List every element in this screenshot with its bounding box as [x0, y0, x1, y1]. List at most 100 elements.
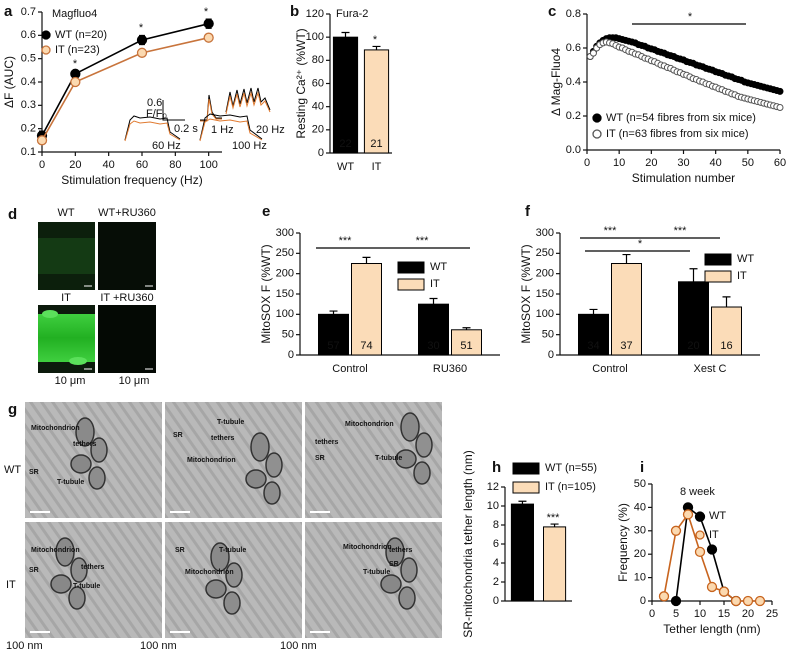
x-tick-label: 60: [136, 159, 148, 171]
legend-marker: [592, 129, 602, 139]
error-bar: [362, 256, 371, 264]
x-axis-label: Tether length (nm): [663, 622, 760, 636]
bar: [510, 503, 535, 602]
panel-label: c: [548, 3, 556, 20]
data-point: [136, 47, 148, 58]
y-tick-label: 10: [487, 500, 499, 512]
data-point: [694, 546, 706, 558]
image-annotation: Mitochondrion: [185, 569, 234, 576]
error-bar: [329, 310, 338, 315]
data-point: [203, 32, 214, 43]
significance-label: *: [73, 58, 78, 70]
x-tick-label: 40: [710, 157, 722, 169]
x-tick-label: RU360: [433, 363, 467, 375]
significance-label: ***: [339, 235, 353, 247]
data-point: [203, 18, 214, 29]
y-axis-label: MitoSOX F (%WT): [519, 244, 533, 343]
x-tick-label: Control: [592, 363, 627, 375]
error-bar: [429, 297, 438, 305]
legend-label: IT: [709, 529, 719, 541]
bar-count: 37: [620, 340, 632, 352]
y-tick-label: 0.5: [21, 53, 36, 65]
panel-label: d: [8, 206, 17, 223]
image-annotation: SR: [29, 469, 39, 476]
legend-label: WT (n=55): [545, 462, 597, 474]
image-annotation: tethers: [81, 564, 104, 571]
error-bar: [341, 31, 350, 38]
significance-label: ***: [547, 512, 561, 524]
significance-label: ***: [674, 225, 688, 237]
image-caption: IT +RU360: [100, 292, 153, 304]
series-line: [41, 22, 209, 137]
legend-label: IT (n=105): [545, 481, 596, 493]
y-tick-label: 0.2: [21, 123, 36, 135]
legend-label: WT: [709, 510, 726, 522]
panel-label: g: [8, 401, 17, 418]
bar: [451, 329, 482, 356]
bar: [711, 306, 742, 356]
bar: [611, 263, 642, 356]
em-images: g WT IT 100 nm 100 nm 100 nm Mitochondri…: [4, 401, 442, 652]
data-point: [706, 544, 718, 555]
inset-label: 60 Hz: [152, 140, 181, 152]
y-axis-label: SR-mitochondria tether length (nm): [461, 450, 475, 637]
error-bar: [722, 296, 731, 308]
error-bar: [622, 253, 631, 264]
image-tile: [305, 522, 442, 638]
image-tile: [38, 314, 95, 362]
y-tick-label: 100: [276, 308, 294, 320]
legend-label: IT (n=23): [55, 44, 100, 56]
x-tick-label: Control: [332, 363, 367, 375]
y-tick-label: 20: [634, 548, 646, 560]
chart-title: Magfluo4: [52, 8, 97, 20]
data-point: [776, 104, 784, 111]
y-tick-label: 0: [318, 147, 324, 159]
legend-label: IT (n=63 fibres from six mice): [606, 128, 749, 140]
legend-label: WT: [430, 261, 447, 273]
y-tick-label: 300: [276, 227, 294, 239]
legend-swatch: [704, 270, 732, 283]
image-tile: [25, 522, 162, 638]
significance-label: *: [373, 34, 378, 46]
significance-label: *: [688, 11, 693, 23]
y-tick-label: 0.4: [21, 76, 36, 88]
legend-marker: [695, 511, 705, 521]
y-tick-label: 0.1: [21, 146, 36, 158]
y-axis-label: Resting Ca²⁺ (%WT): [294, 28, 308, 138]
y-tick-label: 6: [493, 538, 499, 550]
y-tick-label: 250: [536, 247, 554, 259]
image-annotation: tethers: [389, 547, 412, 554]
x-tick-label: 10: [694, 608, 706, 620]
y-tick-label: 200: [276, 268, 294, 280]
y-tick-label: 150: [276, 288, 294, 300]
legend-swatch: [397, 261, 425, 274]
y-tick-label: 100: [536, 308, 554, 320]
inset-label: 100 Hz: [232, 140, 267, 152]
y-tick-label: 60: [312, 77, 324, 89]
x-tick-label: 50: [742, 157, 754, 169]
y-tick-label: 80: [312, 54, 324, 66]
image-annotation: SR: [315, 455, 325, 462]
panel-label: f: [525, 203, 531, 220]
y-tick-label: 0: [493, 595, 499, 607]
x-tick-label: 15: [718, 608, 730, 620]
x-tick-label: 30: [677, 157, 689, 169]
image-tile: [25, 402, 162, 518]
image-annotation: SR: [389, 561, 399, 568]
y-tick-label: 250: [276, 247, 294, 259]
x-tick-label: 20: [69, 159, 81, 171]
legend-label: WT (n=54 fibres from six mice): [606, 112, 756, 124]
y-tick-label: 12: [487, 481, 499, 493]
image-annotation: tethers: [211, 435, 234, 442]
bar: [678, 281, 709, 356]
image-annotation: SR: [173, 432, 183, 439]
inset-label: 0.6: [147, 97, 162, 109]
significance-label: *: [638, 238, 643, 250]
legend-swatch: [397, 278, 425, 291]
y-tick-label: 20: [312, 124, 324, 136]
x-tick-label: IT: [372, 161, 382, 173]
data-point: [670, 525, 682, 536]
image-caption: WT+RU360: [98, 207, 156, 219]
data-point: [589, 49, 597, 57]
